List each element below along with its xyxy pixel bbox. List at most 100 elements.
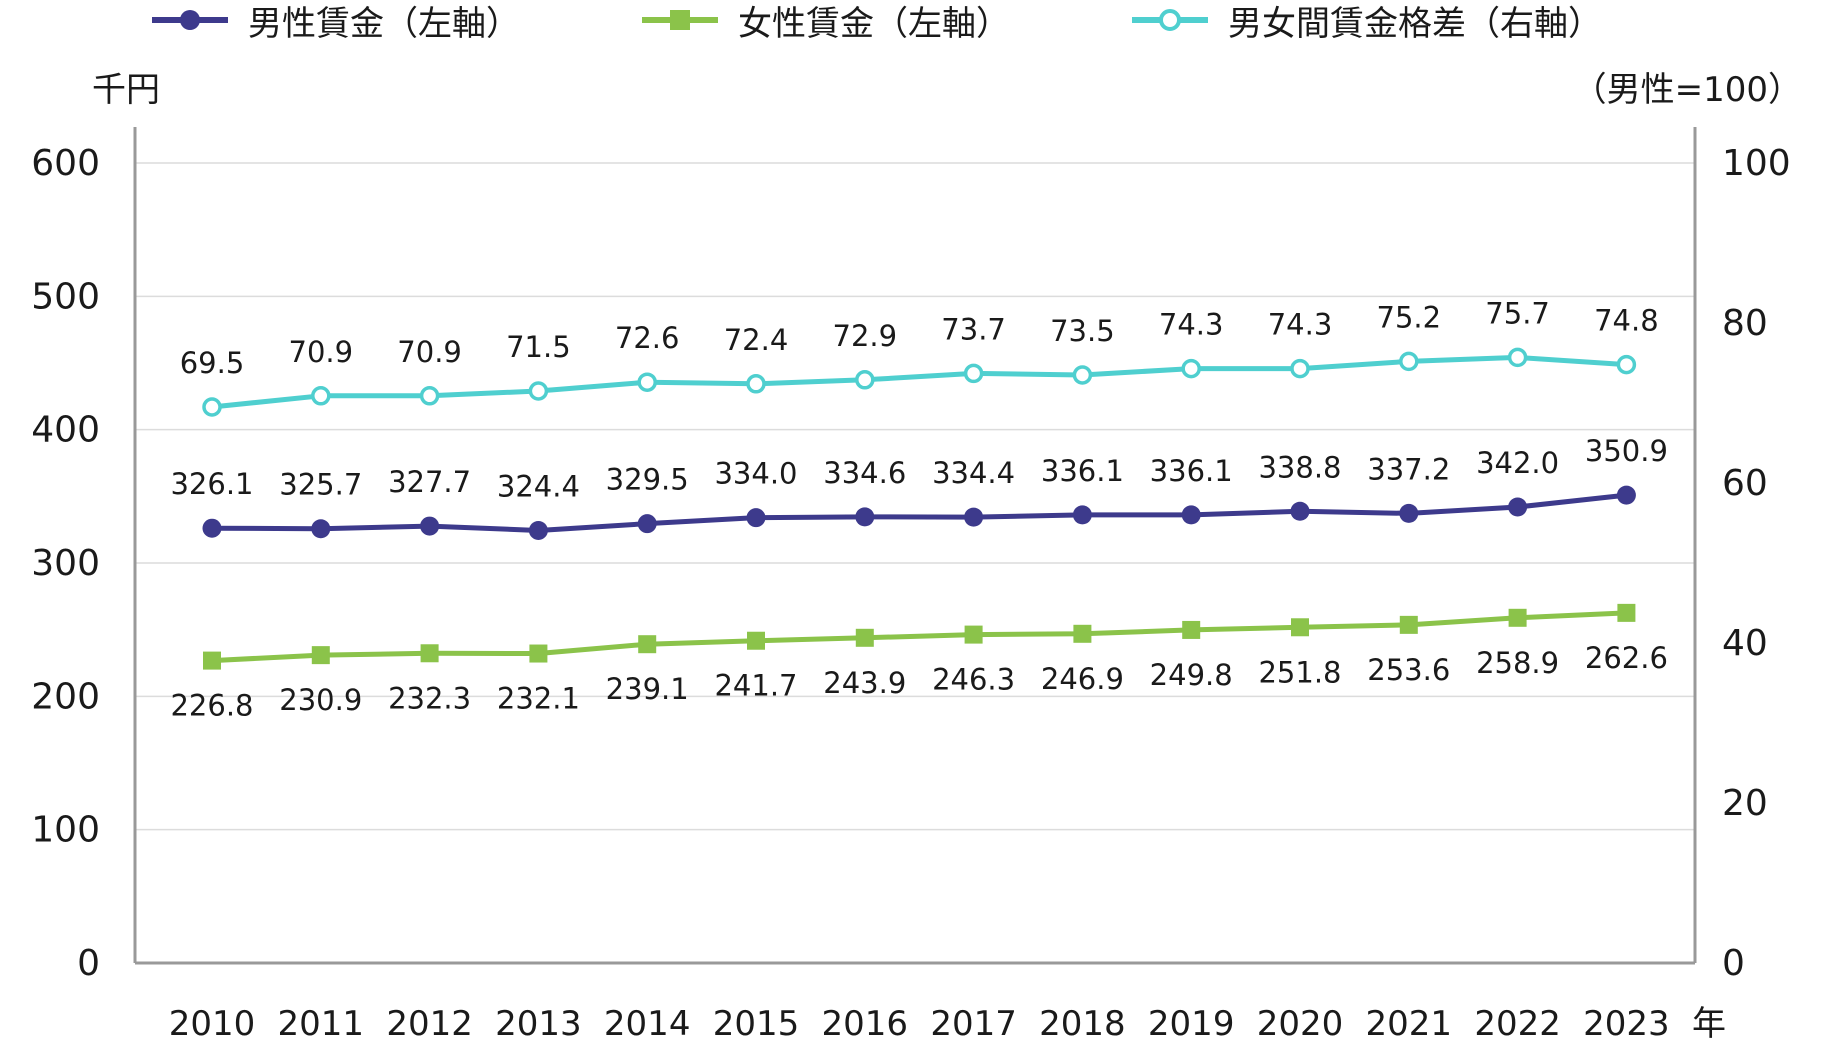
x-tick-label: 2011 <box>278 1004 365 1044</box>
data-label: 74.3 <box>1159 308 1224 342</box>
data-label: 72.4 <box>724 323 789 357</box>
data-point-hollow-circle <box>311 386 331 406</box>
x-tick-label: 2012 <box>386 1004 473 1044</box>
data-point-circle <box>1508 497 1528 517</box>
data-label: 69.5 <box>180 346 245 380</box>
data-point-square <box>855 628 874 647</box>
data-point-hollow-circle <box>1181 358 1201 379</box>
legend-marker-square-icon <box>642 10 718 30</box>
legend-label: 女性賃金（左軸） <box>738 3 1010 44</box>
data-point-square <box>420 644 439 663</box>
data-point-circle <box>1616 485 1636 505</box>
data-label: 71.5 <box>506 330 571 364</box>
left-tick-label: 0 <box>77 943 100 984</box>
data-label: 73.7 <box>941 312 1006 346</box>
x-tick-label: 2022 <box>1474 1004 1561 1044</box>
left-tick-label: 500 <box>31 276 100 317</box>
data-label: 327.7 <box>388 465 471 499</box>
x-tick-label: 2015 <box>713 1004 800 1044</box>
data-label: 258.9 <box>1476 646 1559 680</box>
data-point-hollow-circle <box>202 397 222 417</box>
data-point-circle <box>1072 505 1092 525</box>
x-tick-label: 2021 <box>1366 1004 1453 1044</box>
data-label: 243.9 <box>823 666 906 700</box>
legend-item-male-wage: 男性賃金（左軸） <box>150 0 520 44</box>
data-point-hollow-circle <box>746 374 766 394</box>
data-point-square <box>1291 618 1309 637</box>
data-label: 73.5 <box>1050 314 1115 348</box>
data-point-square <box>1182 620 1201 639</box>
data-label: 350.9 <box>1585 434 1668 468</box>
right-tick-label: 40 <box>1722 623 1768 664</box>
data-label: 338.8 <box>1258 450 1341 484</box>
left-tick-label: 600 <box>31 143 100 184</box>
data-label: 251.8 <box>1258 655 1341 689</box>
data-point-square <box>1508 608 1527 627</box>
data-label: 241.7 <box>714 669 797 703</box>
right-axis-unit: （男性=100） <box>1572 70 1802 110</box>
data-point-square <box>964 625 983 644</box>
data-label: 70.9 <box>397 335 462 369</box>
data-point-square <box>638 635 657 654</box>
legend-marker-circle-icon <box>152 10 228 30</box>
data-point-circle <box>1290 501 1310 521</box>
data-label: 239.1 <box>606 672 689 706</box>
x-tick-label: 2023 <box>1583 1004 1670 1044</box>
data-point-square <box>311 646 330 665</box>
x-tick-label: 2017 <box>930 1004 1017 1044</box>
right-tick-label: 100 <box>1722 143 1791 184</box>
right-tick-label: 0 <box>1722 943 1745 984</box>
data-label: 246.3 <box>932 663 1015 697</box>
data-label: 232.1 <box>497 682 580 716</box>
data-label: 262.6 <box>1585 641 1668 675</box>
data-label: 326.1 <box>170 467 253 501</box>
series-line <box>211 492 1627 533</box>
chart-legend: 男性賃金（左軸） 女性賃金（左軸） 男女間賃金格差（右軸） <box>0 0 1822 44</box>
data-point-circle <box>746 508 766 528</box>
data-point-hollow-circle <box>1072 365 1093 385</box>
data-point-square <box>1073 624 1092 643</box>
data-label: 342.0 <box>1476 446 1559 480</box>
x-tick-label: 2016 <box>822 1004 909 1044</box>
legend-item-wage-gap: 男女間賃金格差（右軸） <box>1130 0 1602 44</box>
data-label: 232.3 <box>388 681 471 715</box>
data-point-circle <box>528 520 548 540</box>
data-label: 226.8 <box>170 689 253 723</box>
data-point-hollow-circle <box>1290 358 1310 379</box>
data-point-hollow-circle <box>855 370 875 390</box>
data-point-hollow-circle <box>1616 354 1637 375</box>
data-point-hollow-circle <box>963 363 984 384</box>
legend-label: 男女間賃金格差（右軸） <box>1228 3 1602 44</box>
data-label: 336.1 <box>1150 454 1233 488</box>
data-label: 337.2 <box>1367 452 1450 486</box>
data-point-circle <box>1399 503 1419 523</box>
data-point-circle <box>420 516 440 536</box>
data-point-square <box>203 651 221 670</box>
data-label: 230.9 <box>279 683 362 717</box>
x-tick-label: 2020 <box>1257 1004 1344 1044</box>
data-point-circle <box>1181 505 1201 525</box>
data-label: 246.9 <box>1041 662 1124 696</box>
right-tick-label: 80 <box>1722 303 1768 344</box>
legend-marker-hollow-circle-icon <box>1132 9 1208 31</box>
data-label: 325.7 <box>279 468 362 502</box>
data-label: 324.4 <box>497 469 580 503</box>
data-point-square <box>529 644 548 663</box>
x-axis-suffix: 年 <box>1692 1004 1726 1044</box>
data-label: 253.6 <box>1367 653 1450 687</box>
data-label: 334.0 <box>714 457 797 491</box>
data-label: 74.8 <box>1594 304 1659 338</box>
left-tick-label: 300 <box>31 543 100 584</box>
x-tick-label: 2014 <box>604 1004 691 1044</box>
x-tick-label: 2019 <box>1148 1004 1235 1044</box>
x-tick-label: 2018 <box>1039 1004 1126 1044</box>
data-label: 74.3 <box>1268 308 1333 342</box>
data-point-hollow-circle <box>419 386 440 406</box>
right-tick-label: 20 <box>1722 783 1768 824</box>
right-tick-label: 60 <box>1722 463 1768 504</box>
data-point-circle <box>202 518 222 538</box>
data-point-circle <box>855 507 875 527</box>
data-label: 336.1 <box>1041 454 1124 488</box>
data-label: 334.6 <box>823 456 906 490</box>
